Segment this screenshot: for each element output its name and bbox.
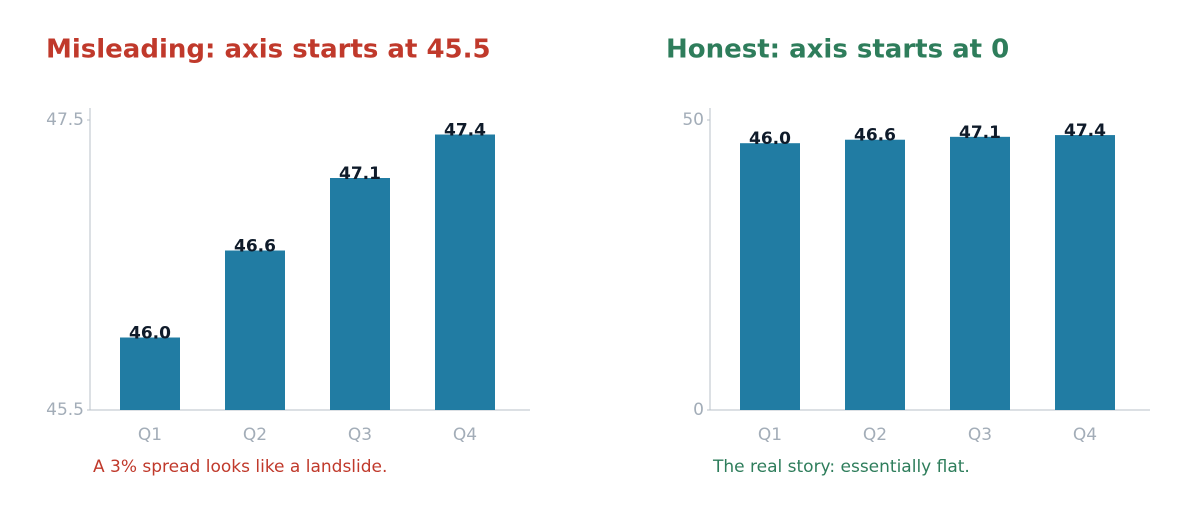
value-label: 46.6 xyxy=(854,126,896,146)
x-tick-label: Q1 xyxy=(138,425,162,445)
bar xyxy=(950,136,1010,410)
value-label: 46.0 xyxy=(749,129,791,149)
x-tick-label: Q1 xyxy=(758,425,782,445)
value-label: 47.1 xyxy=(339,164,381,184)
value-label: 47.4 xyxy=(444,121,486,141)
bar xyxy=(740,143,800,410)
value-label: 46.6 xyxy=(234,237,276,257)
y-tick-label: 50 xyxy=(682,110,704,130)
value-label: 47.1 xyxy=(959,123,1001,143)
x-tick-label: Q3 xyxy=(968,425,992,445)
chart-title: Misleading: axis starts at 45.5 xyxy=(46,35,491,65)
annotation: A 3% spread looks like a landslide. xyxy=(93,457,387,477)
x-tick-label: Q2 xyxy=(863,425,887,445)
bar xyxy=(120,337,180,410)
y-tick-label: 0 xyxy=(693,400,704,420)
x-tick-label: Q4 xyxy=(453,425,477,445)
bar xyxy=(1055,135,1115,410)
bar xyxy=(330,178,390,410)
x-tick-label: Q3 xyxy=(348,425,372,445)
x-tick-label: Q4 xyxy=(1073,425,1097,445)
annotation: The real story: essentially flat. xyxy=(712,457,970,477)
y-tick-label: 45.5 xyxy=(46,400,84,420)
value-label: 47.4 xyxy=(1064,121,1106,141)
bar xyxy=(845,139,905,410)
bar xyxy=(435,134,495,410)
y-tick-label: 47.5 xyxy=(46,110,84,130)
chart-title: Honest: axis starts at 0 xyxy=(666,35,1009,65)
x-tick-label: Q2 xyxy=(243,425,267,445)
value-label: 46.0 xyxy=(129,324,171,344)
bar xyxy=(225,250,285,410)
